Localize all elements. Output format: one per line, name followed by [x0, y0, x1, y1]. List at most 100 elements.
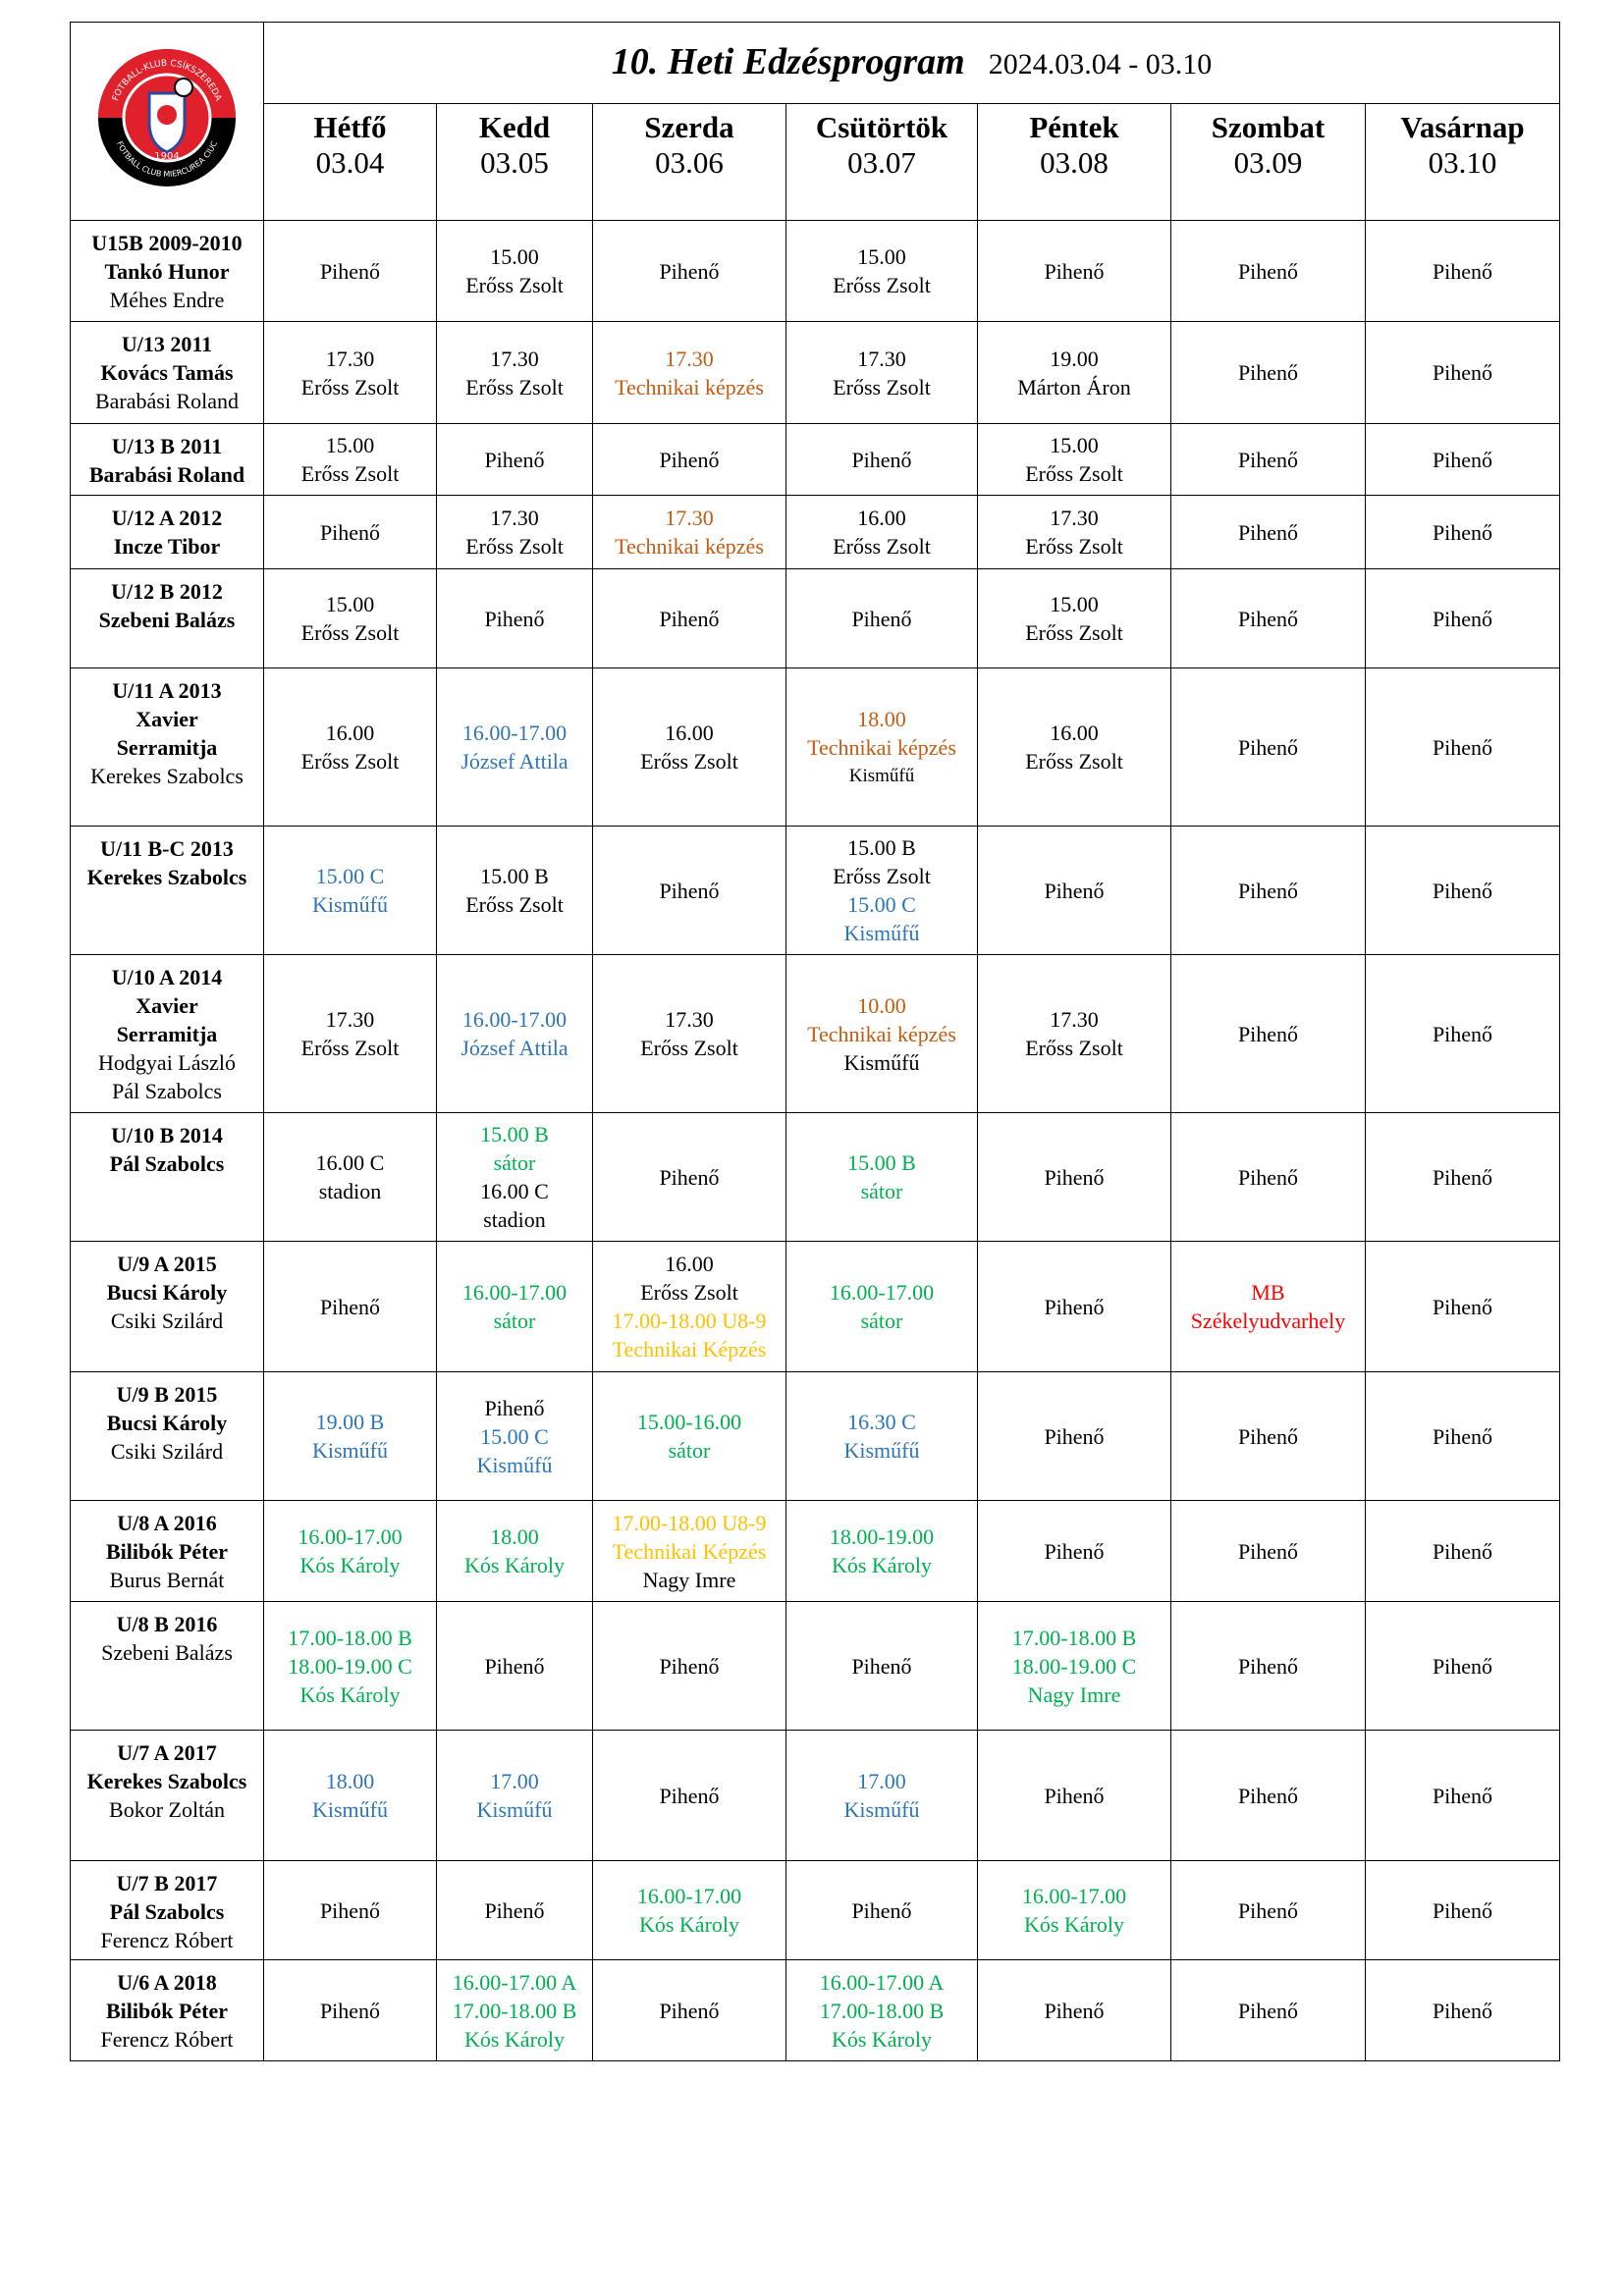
session-cell: Pihenő: [1170, 1601, 1366, 1731]
session-line: 17.30: [490, 506, 539, 530]
group-label: Serramitja: [116, 1022, 218, 1046]
session-cell: Pihenő: [592, 826, 786, 955]
schedule-row: U/13 B 2011 Barabási Roland 15.00 Erőss Zso…: [70, 423, 1560, 496]
session-cell: Pihenő: [1170, 954, 1366, 1113]
session-line: Pihenő: [1432, 606, 1493, 631]
club-logo: FOTBALL-KLUB CSÍKSZEREDA FOTBALL CLUB MI…: [98, 49, 236, 187]
coach-name: Méhes Endre: [109, 288, 225, 312]
session-line: Pihenő: [1432, 1164, 1493, 1190]
session-line: 15.00 C: [315, 864, 385, 888]
session-cell: Pihenő: [592, 423, 786, 496]
session-cell: 19.00 B Kisműfű: [263, 1371, 437, 1501]
session-line: Pihenő: [484, 1395, 545, 1420]
session-cell: Pihenő: [785, 568, 978, 668]
session-cell: 16.00 Erőss Zsolt: [977, 667, 1171, 827]
session-cell: 17.30 Erőss Zsolt: [436, 321, 593, 424]
session-cell: Pihenő: [1365, 1601, 1560, 1731]
session-line: Pihenő: [1237, 1538, 1299, 1564]
session-line: Erőss Zsolt: [833, 864, 931, 888]
coach-name: Pál Szabolcs: [112, 1079, 222, 1103]
session-line: Pihenő: [1432, 1653, 1493, 1679]
session-cell: 17.30 Technikai képzés: [592, 495, 786, 569]
session-cell: Pihenő: [977, 1371, 1171, 1501]
session-cell: 17.30 Erőss Zsolt: [785, 321, 978, 424]
session-cell: Pihenő: [263, 1959, 437, 2061]
session-cell: 15.00 B sátor: [785, 1112, 978, 1242]
session-cell: Pihenő: [1365, 568, 1560, 668]
session-line: 16.30 C: [847, 1410, 916, 1434]
session-cell: 17.00-18.00 B 18.00-19.00 C Nagy Imre: [977, 1601, 1171, 1731]
session-cell: 15.00 Erőss Zsolt: [977, 568, 1171, 668]
session-cell: Pihenő: [592, 1959, 786, 2061]
session-line: Pihenő: [851, 606, 912, 631]
session-line: Technikai képzés: [615, 534, 764, 559]
session-line: Kós Károly: [463, 2026, 566, 2052]
session-cell: Pihenő: [1170, 1860, 1366, 1960]
session-line: Pihenő: [319, 1897, 381, 1923]
session-line: 16.00: [665, 1252, 714, 1276]
day-name: Kedd: [478, 110, 551, 144]
session-line: Pihenő: [1432, 1998, 1493, 2023]
day-date: 03.08: [1040, 145, 1109, 180]
session-cell: 15.00 B Erőss Zsolt: [436, 826, 593, 955]
session-line: 16.00-17.00: [829, 1280, 935, 1305]
session-cell: Pihenő: [977, 220, 1171, 322]
session-line: MB: [1251, 1280, 1285, 1305]
session-cell: Pihenő: [1365, 1959, 1560, 2061]
group-cell: U/12 A 2012 Incze Tibor: [70, 495, 264, 569]
session-line: 18.00-19.00: [829, 1524, 935, 1549]
session-cell: Pihenő: [977, 1959, 1171, 2061]
session-cell: Pihenő: [977, 1112, 1171, 1242]
session-line: Kisműfű: [843, 1049, 920, 1075]
session-line: József Attila: [460, 749, 568, 774]
day-name: Csütörtök: [815, 110, 948, 144]
day-header: Vasárnap 03.10: [1365, 103, 1560, 221]
session-cell: 15.00 B Erőss Zsolt 15.00 C Kisműfű: [785, 826, 978, 955]
session-line: Erőss Zsolt: [300, 620, 400, 645]
schedule-row: U/9 A 2015 Bucsi Károly Csiki Szilárd Pihen…: [70, 1241, 1560, 1372]
group-cell: U15B 2009-2010 Tankó Hunor Méhes Endre: [70, 220, 264, 322]
session-line: Pihenő: [1237, 1653, 1299, 1679]
session-cell: 16.00-17.00 József Attila: [436, 667, 593, 827]
session-cell: Pihenő: [1365, 220, 1560, 322]
session-line: 18.00: [325, 1769, 375, 1793]
session-cell: 16.00 Erőss Zsolt: [592, 667, 786, 827]
session-cell: 18.00 Technikai képzés Kisműfű: [785, 667, 978, 827]
session-line: Székelyudvarhely: [1190, 1308, 1346, 1333]
session-line: Erőss Zsolt: [465, 273, 564, 297]
group-label: U/9 A 2015: [117, 1252, 217, 1276]
session-line: Pihenő: [1432, 258, 1493, 284]
session-line: 15.00: [857, 244, 906, 269]
group-cell: U/11 B-C 2013 Kerekes Szabolcs: [70, 826, 264, 955]
session-line: 17.00: [490, 1769, 539, 1793]
session-line: 16.00-17.00: [461, 721, 568, 745]
group-label: Bilibók Péter: [105, 1999, 229, 2023]
session-line: Erőss Zsolt: [1025, 461, 1123, 486]
session-line: 16.00: [857, 506, 906, 530]
session-cell: Pihenő: [1365, 1500, 1560, 1602]
session-line: Erőss Zsolt: [640, 1280, 738, 1305]
session-line: Pihenő: [1044, 1998, 1105, 2023]
session-line: Pihenő: [1432, 360, 1493, 385]
schedule-row: U/12 B 2012 Szebeni Balázs 15.00 Erőss Zsol…: [70, 568, 1560, 668]
session-line: 15.00 B: [480, 864, 549, 888]
session-line: 18.00: [490, 1524, 539, 1549]
session-cell: 17.30 Erőss Zsolt: [977, 495, 1171, 569]
session-cell: 16.00 Erőss Zsolt 17.00-18.00 U8-9 Technika…: [592, 1241, 786, 1372]
session-line: Erőss Zsolt: [640, 749, 738, 774]
coach-name: Csiki Szilárd: [110, 1308, 224, 1333]
session-line: Pihenő: [1237, 447, 1299, 472]
date-range: 2024.03.04 - 03.10: [988, 47, 1213, 80]
session-cell: Pihenő: [592, 1601, 786, 1731]
session-line: Erőss Zsolt: [300, 749, 400, 774]
day-name: Szombat: [1211, 110, 1326, 144]
session-line: sátor: [860, 1308, 903, 1333]
session-line: 17.30: [665, 1007, 714, 1032]
schedule-row: U/12 A 2012 Incze Tibor Pihenő 17.30 Erőss Z…: [70, 495, 1560, 569]
session-line: 19.00: [1050, 346, 1099, 371]
session-cell: MB Székelyudvarhely: [1170, 1241, 1366, 1372]
session-cell: Pihenő: [1170, 1959, 1366, 2061]
session-cell: Pihenő: [592, 220, 786, 322]
group-label: U/9 B 2015: [116, 1382, 218, 1407]
